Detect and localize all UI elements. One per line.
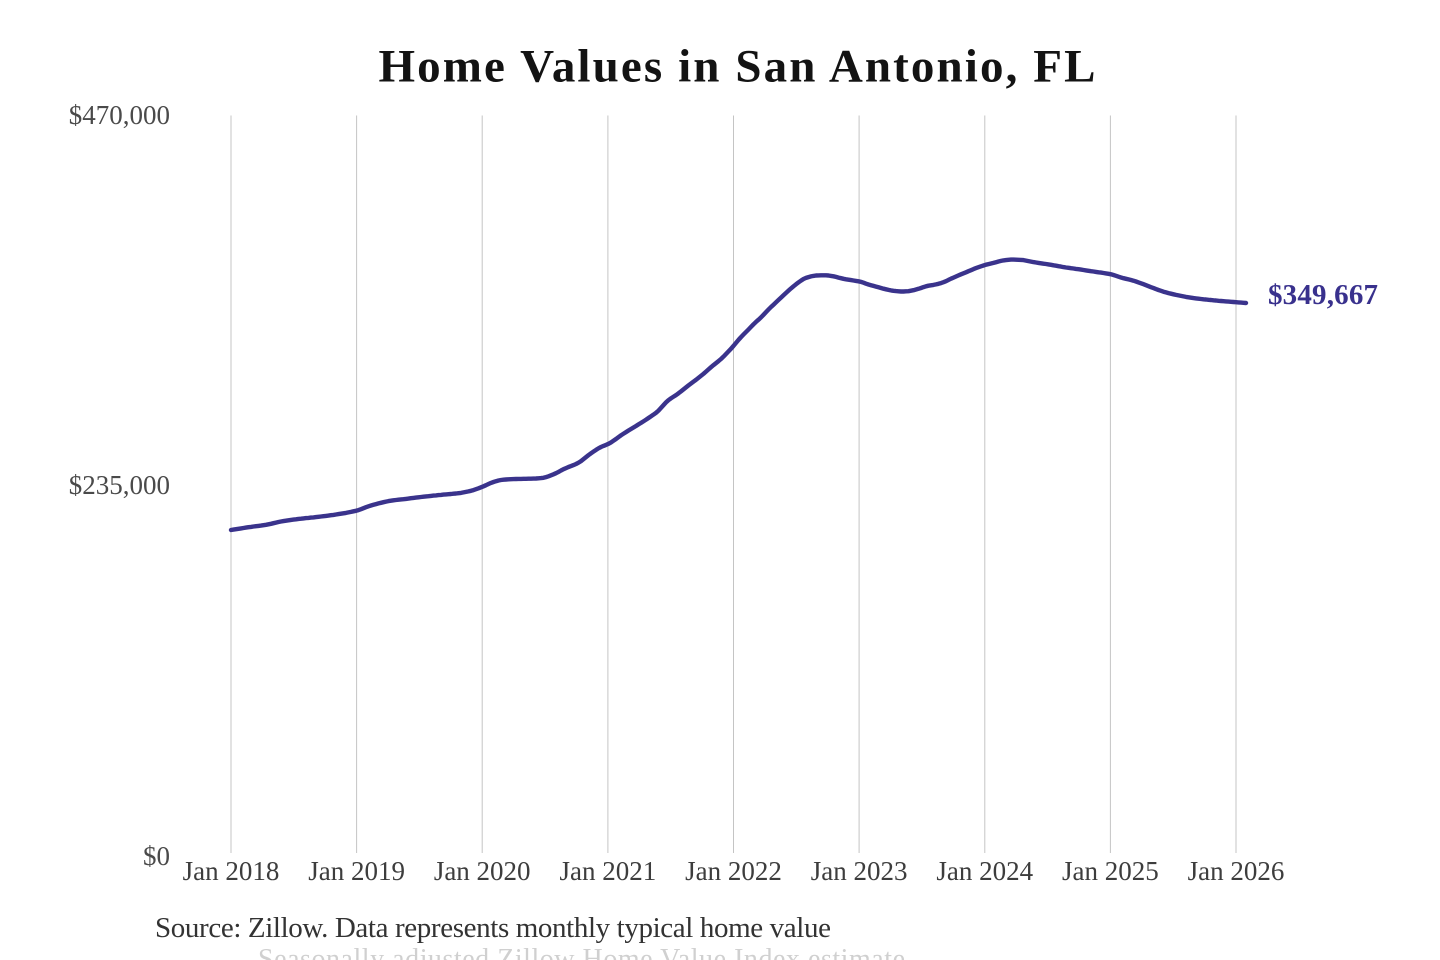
svg-text:Jan 2024: Jan 2024 xyxy=(936,856,1033,886)
svg-text:Jan 2021: Jan 2021 xyxy=(560,856,657,886)
svg-text:$0: $0 xyxy=(143,841,170,871)
svg-text:Jan 2022: Jan 2022 xyxy=(685,856,782,886)
svg-text:Source: Zillow. Data represent: Source: Zillow. Data represents monthly … xyxy=(155,912,831,944)
svg-text:Jan 2020: Jan 2020 xyxy=(434,856,531,886)
svg-text:Jan 2023: Jan 2023 xyxy=(811,856,908,886)
svg-text:$349,667: $349,667 xyxy=(1268,279,1378,311)
svg-text:Home Values in San Antonio, FL: Home Values in San Antonio, FL xyxy=(379,41,1096,93)
svg-text:$470,000: $470,000 xyxy=(69,100,170,130)
svg-text:Jan 2025: Jan 2025 xyxy=(1062,856,1159,886)
svg-text:Seasonally adjusted Zillow Hom: Seasonally adjusted Zillow Home Value In… xyxy=(258,944,905,960)
svg-text:$235,000: $235,000 xyxy=(69,470,170,500)
svg-text:Jan 2018: Jan 2018 xyxy=(183,856,280,886)
svg-text:Jan 2026: Jan 2026 xyxy=(1188,856,1285,886)
svg-text:Jan 2019: Jan 2019 xyxy=(308,856,405,886)
